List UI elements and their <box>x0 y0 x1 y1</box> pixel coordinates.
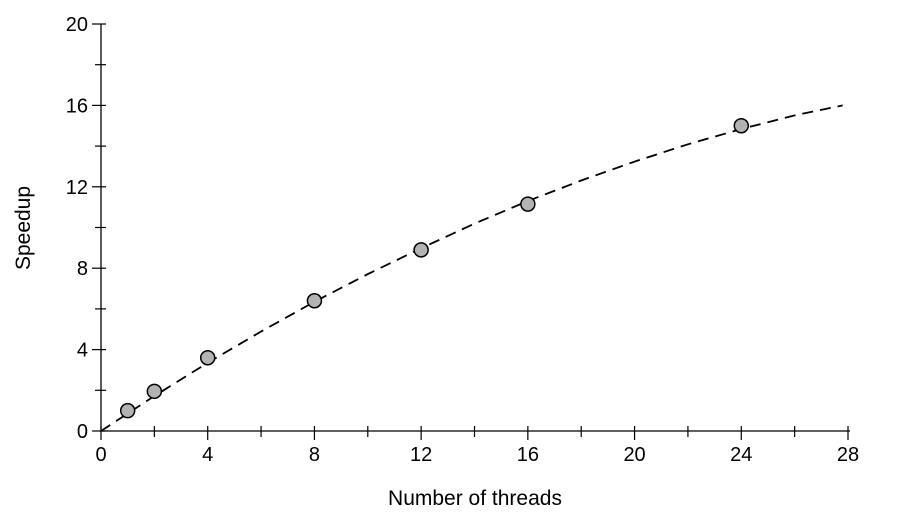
y-tick-label: 12 <box>66 177 88 199</box>
y-tick-label: 20 <box>66 14 88 36</box>
x-tick-label: 24 <box>730 444 752 466</box>
x-tick-label: 20 <box>623 444 645 466</box>
data-point <box>413 242 429 258</box>
data-point <box>119 402 136 419</box>
y-axis-label: Speedup <box>12 186 35 270</box>
data-point <box>306 293 323 309</box>
x-axis-label: Number of threads <box>388 487 562 510</box>
data-point <box>199 349 216 366</box>
x-tick-label: 4 <box>202 444 213 466</box>
data-point <box>146 383 163 400</box>
y-tick-label: 16 <box>66 95 88 117</box>
data-points-layer <box>119 118 750 419</box>
fit-curve-layer <box>100 104 843 432</box>
y-tick-label: 0 <box>77 421 88 443</box>
x-tick-label: 12 <box>410 444 432 466</box>
fit-curve <box>100 104 843 432</box>
x-tick-label: 16 <box>517 444 539 466</box>
y-tick-label: 8 <box>77 258 88 280</box>
y-tick-label: 4 <box>77 340 88 362</box>
x-tick-label: 0 <box>95 444 106 466</box>
axes: 0 4 8 12 16 20 24 28 0 4 8 12 16 20 <box>66 14 859 466</box>
x-tick-label: 8 <box>309 444 320 466</box>
data-point <box>733 118 750 134</box>
x-tick-label: 28 <box>837 444 859 466</box>
data-point <box>520 196 536 212</box>
